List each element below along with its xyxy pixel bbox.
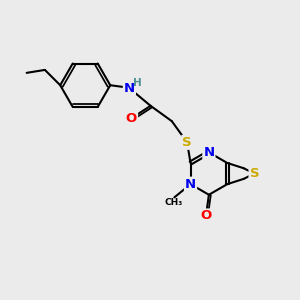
Text: N: N <box>185 178 196 191</box>
Text: O: O <box>200 209 211 223</box>
Text: S: S <box>250 167 259 180</box>
Text: N: N <box>124 82 135 95</box>
Text: S: S <box>182 136 192 149</box>
Text: H: H <box>133 78 142 88</box>
Text: O: O <box>126 112 137 125</box>
Text: CH₃: CH₃ <box>165 198 183 207</box>
Text: N: N <box>203 146 214 159</box>
